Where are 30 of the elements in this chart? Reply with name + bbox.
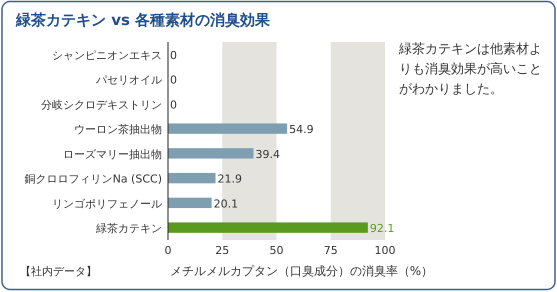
data-label: 0 (170, 98, 177, 112)
text: 緑茶カテキンは他素材よりも消臭効果が高いことがわかりました。 (399, 41, 543, 99)
y-tick-label: 緑茶カテキン (95, 222, 162, 236)
text: 【社内データ】 (20, 264, 97, 279)
x-tick-label: 50 (270, 244, 284, 257)
y-tick-label: 分岐シクロデキストリン (41, 98, 162, 112)
y-tick-label: パセリオイル (95, 74, 162, 87)
bar (168, 198, 212, 208)
chart-title: 緑茶カテキン vs 各種素材の消臭効果 (15, 11, 272, 29)
y-tick-label: シャンピニオンエキス (52, 48, 162, 62)
x-tick-label: 100 (374, 244, 396, 257)
x-tick-label: 75 (324, 244, 338, 257)
bar (168, 172, 216, 184)
bar (168, 222, 368, 233)
data-label: 39.4 (256, 148, 280, 161)
y-tick-label: ローズマリー抽出物 (63, 148, 162, 161)
y-tick-label: リンゴポリフェノール (52, 197, 162, 210)
y-tick-label: ウーロン茶抽出物 (74, 123, 162, 136)
x-tick-label: 0 (164, 244, 172, 257)
data-label: 0 (170, 74, 177, 87)
data-label: 20.1 (214, 197, 238, 210)
data-label: 21.9 (218, 172, 242, 186)
data-label: 54.9 (289, 123, 314, 136)
y-tick-label: 銅クロロフィリンNa (SCC) (24, 172, 162, 186)
bar (168, 148, 254, 159)
data-label: 92.1 (370, 222, 394, 236)
x-axis-title: メチルメルカプタン（口臭成分）の消臭率（%） (170, 264, 434, 278)
data-label: 0 (170, 48, 177, 62)
x-tick-label: 25 (215, 244, 230, 257)
bar (168, 123, 288, 134)
